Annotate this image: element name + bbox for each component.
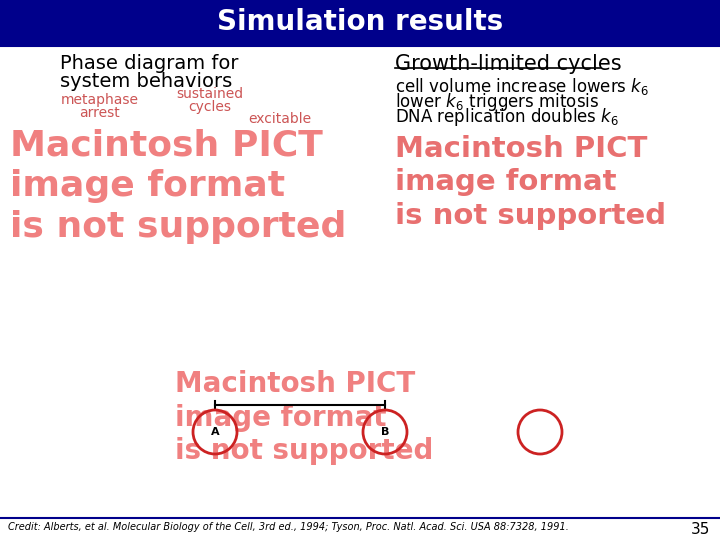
Text: excitable: excitable bbox=[248, 112, 312, 126]
Text: Phase diagram for: Phase diagram for bbox=[60, 54, 238, 73]
Text: lower $k_6$ triggers mitosis: lower $k_6$ triggers mitosis bbox=[395, 91, 599, 113]
Text: system behaviors: system behaviors bbox=[60, 72, 233, 91]
Text: A: A bbox=[211, 427, 220, 437]
Text: metaphase: metaphase bbox=[61, 93, 139, 107]
Text: Macintosh PICT
image format
is not supported: Macintosh PICT image format is not suppo… bbox=[395, 135, 666, 230]
Text: cell volume increase lowers $k_6$: cell volume increase lowers $k_6$ bbox=[395, 76, 649, 97]
Text: 35: 35 bbox=[690, 522, 710, 537]
Text: Credit: Alberts, et al. Molecular Biology of the Cell, 3rd ed., 1994; Tyson, Pro: Credit: Alberts, et al. Molecular Biolog… bbox=[8, 522, 569, 532]
Text: sustained: sustained bbox=[176, 87, 243, 101]
Text: Growth-limited cycles: Growth-limited cycles bbox=[395, 54, 621, 74]
Text: Simulation results: Simulation results bbox=[217, 9, 503, 37]
Text: B: B bbox=[381, 427, 390, 437]
Bar bbox=[0, 0, 720, 45]
Text: arrest: arrest bbox=[80, 106, 120, 120]
Text: DNA replication doubles $k_6$: DNA replication doubles $k_6$ bbox=[395, 106, 619, 128]
Text: Macintosh PICT
image format
is not supported: Macintosh PICT image format is not suppo… bbox=[175, 370, 433, 465]
Text: Macintosh PICT
image format
is not supported: Macintosh PICT image format is not suppo… bbox=[10, 128, 346, 244]
Text: cycles: cycles bbox=[189, 100, 232, 114]
